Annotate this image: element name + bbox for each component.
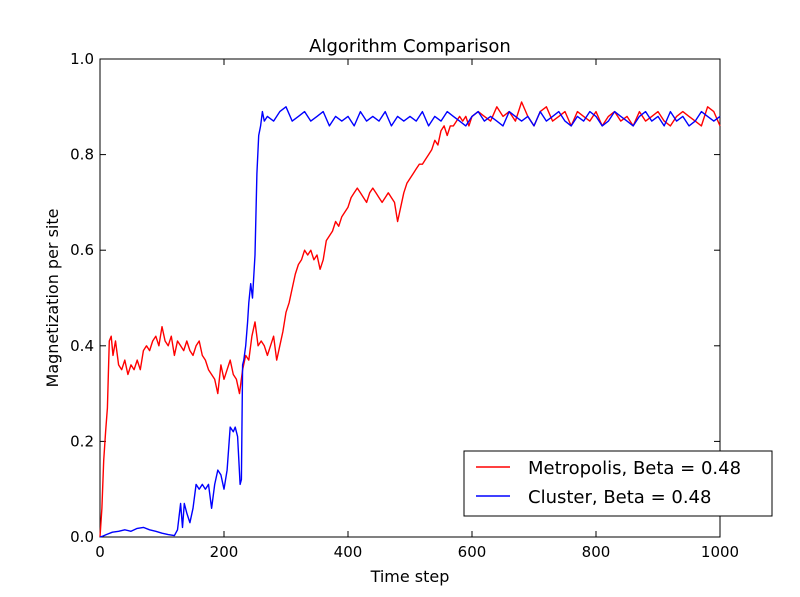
series-group	[99, 101, 721, 538]
x-tick-label: 800	[582, 543, 611, 561]
x-tick-label: 1000	[701, 543, 739, 561]
chart-title: Algorithm Comparison	[309, 36, 511, 57]
x-tick-label: 600	[458, 543, 487, 561]
legend-label-cluster: Cluster, Beta = 0.48	[528, 487, 711, 508]
y-tick-label: 0.4	[70, 337, 94, 355]
y-tick-label: 0.6	[70, 241, 94, 259]
legend-label-metropolis: Metropolis, Beta = 0.48	[528, 458, 741, 479]
x-tick-label: 200	[210, 543, 239, 561]
tick-group: 0 200 400 600 800 1000 0.0 0.2 0.4 0.6 0.8 1.0	[70, 50, 739, 561]
x-tick-label: 400	[334, 543, 363, 561]
x-axis-label: Time step	[370, 567, 450, 586]
plot-area: 0 200 400 600 800 1000 0.0 0.2 0.4 0.6 0.8 1.0	[70, 50, 739, 561]
y-tick-label: 0.0	[70, 528, 94, 546]
y-tick-label: 0.2	[70, 432, 94, 450]
series-line-cluster	[99, 106, 721, 538]
legend: Metropolis, Beta = 0.48 Cluster, Beta = …	[463, 450, 773, 517]
y-axis-label: Magnetization per site	[43, 209, 62, 388]
y-tick-label: 0.8	[70, 146, 94, 164]
y-tick-label: 1.0	[70, 50, 94, 68]
legend-frame	[463, 450, 773, 517]
series-line-metropolis	[99, 101, 721, 538]
x-tick-label: 0	[95, 543, 105, 561]
